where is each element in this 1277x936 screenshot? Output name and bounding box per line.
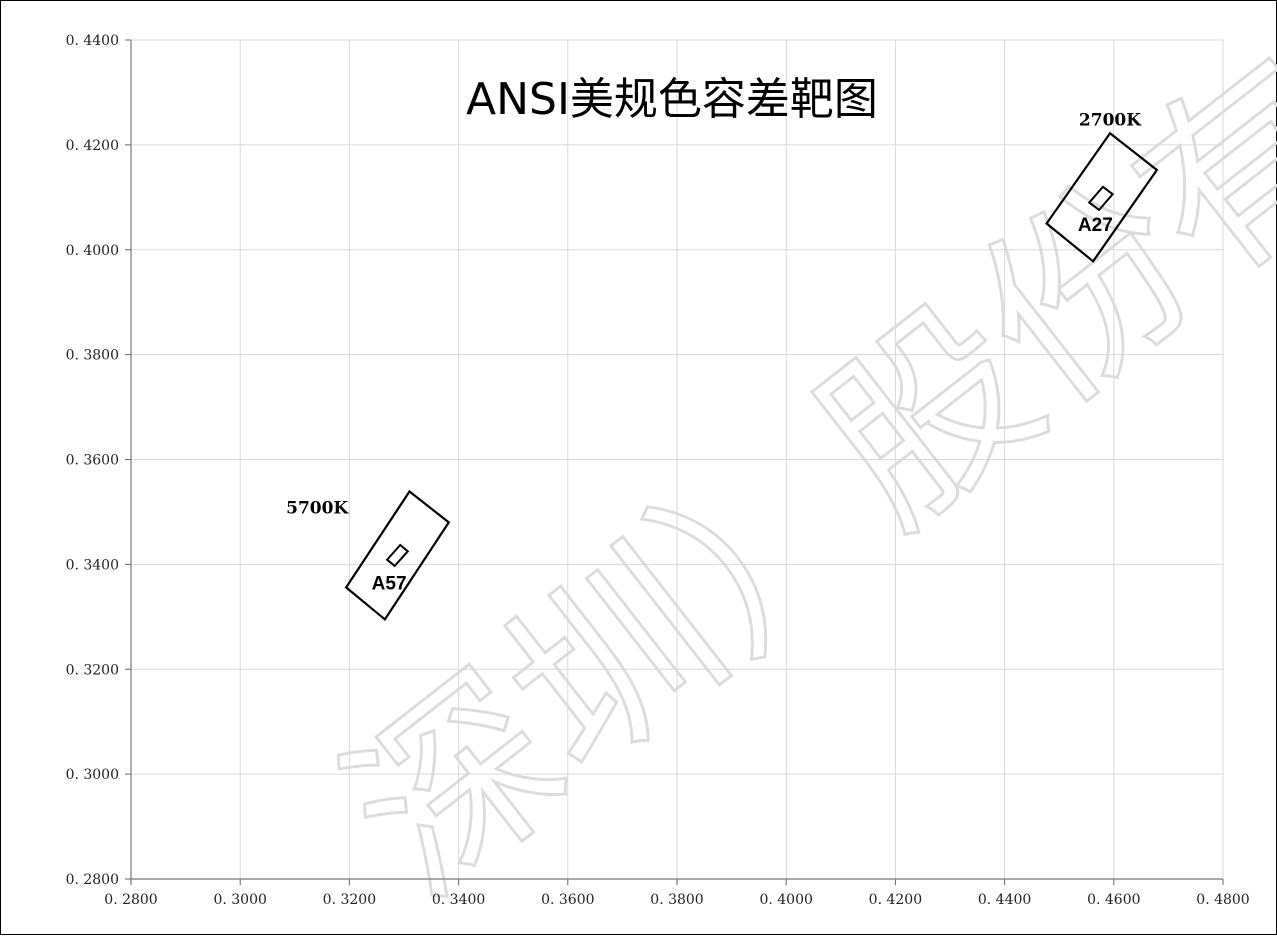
y-tick-label: 0. 4400 [66, 33, 119, 49]
y-tick-label: 0. 3000 [66, 767, 119, 783]
inner-quadrangle [1087, 185, 1115, 212]
x-tick-label: 0. 3000 [213, 892, 266, 908]
x-tick-label: 0. 3400 [432, 892, 485, 908]
x-tick-label: 0. 4400 [978, 892, 1031, 908]
x-tick-label: 0. 3600 [541, 892, 594, 908]
bin-code-label: A27 [1078, 215, 1113, 236]
bin-region-a27: 2700K A27 [1045, 110, 1159, 263]
x-tick-label: 0. 4800 [1196, 892, 1249, 908]
x-tick-label: 0. 3200 [323, 892, 376, 908]
x-tick-label: 0. 3800 [650, 892, 703, 908]
tick-labels: 0. 2800 0. 3000 0. 3200 0. 3400 0. 3600 0. 38… [66, 33, 1250, 908]
bin-code-label: A57 [372, 573, 407, 594]
cct-label: 5700K [286, 498, 349, 518]
y-tick-label: 0. 3600 [66, 453, 119, 469]
x-tick-label: 0. 4600 [1087, 892, 1140, 908]
watermark: 深圳）股份有限公司 [306, 1, 1277, 936]
chart-title: ANSI美规色容差靶图 [466, 74, 878, 125]
y-tick-label: 0. 3200 [66, 662, 119, 678]
y-tick-label: 0. 3800 [66, 348, 119, 364]
bin-regions: 2700K A27 5700K A57 [286, 110, 1159, 622]
outer-quadrangle [344, 489, 451, 622]
x-tick-label: 0. 4000 [759, 892, 812, 908]
inner-quadrangle [385, 543, 410, 568]
y-tick-label: 0. 2800 [66, 872, 119, 888]
outer-quadrangle [1045, 131, 1159, 263]
y-tick-label: 0. 3400 [66, 557, 119, 573]
x-tick-label: 0. 2800 [104, 892, 157, 908]
watermark-text: 深圳）股份有限公司 [307, 1, 1277, 936]
axes [125, 39, 1224, 885]
x-tick-label: 0. 4200 [869, 892, 922, 908]
y-tick-label: 0. 4000 [66, 243, 119, 259]
y-tick-label: 0. 4200 [66, 138, 119, 154]
grid [131, 39, 1224, 879]
cct-label: 2700K [1079, 110, 1142, 130]
bin-region-a57: 5700K A57 [286, 489, 451, 622]
